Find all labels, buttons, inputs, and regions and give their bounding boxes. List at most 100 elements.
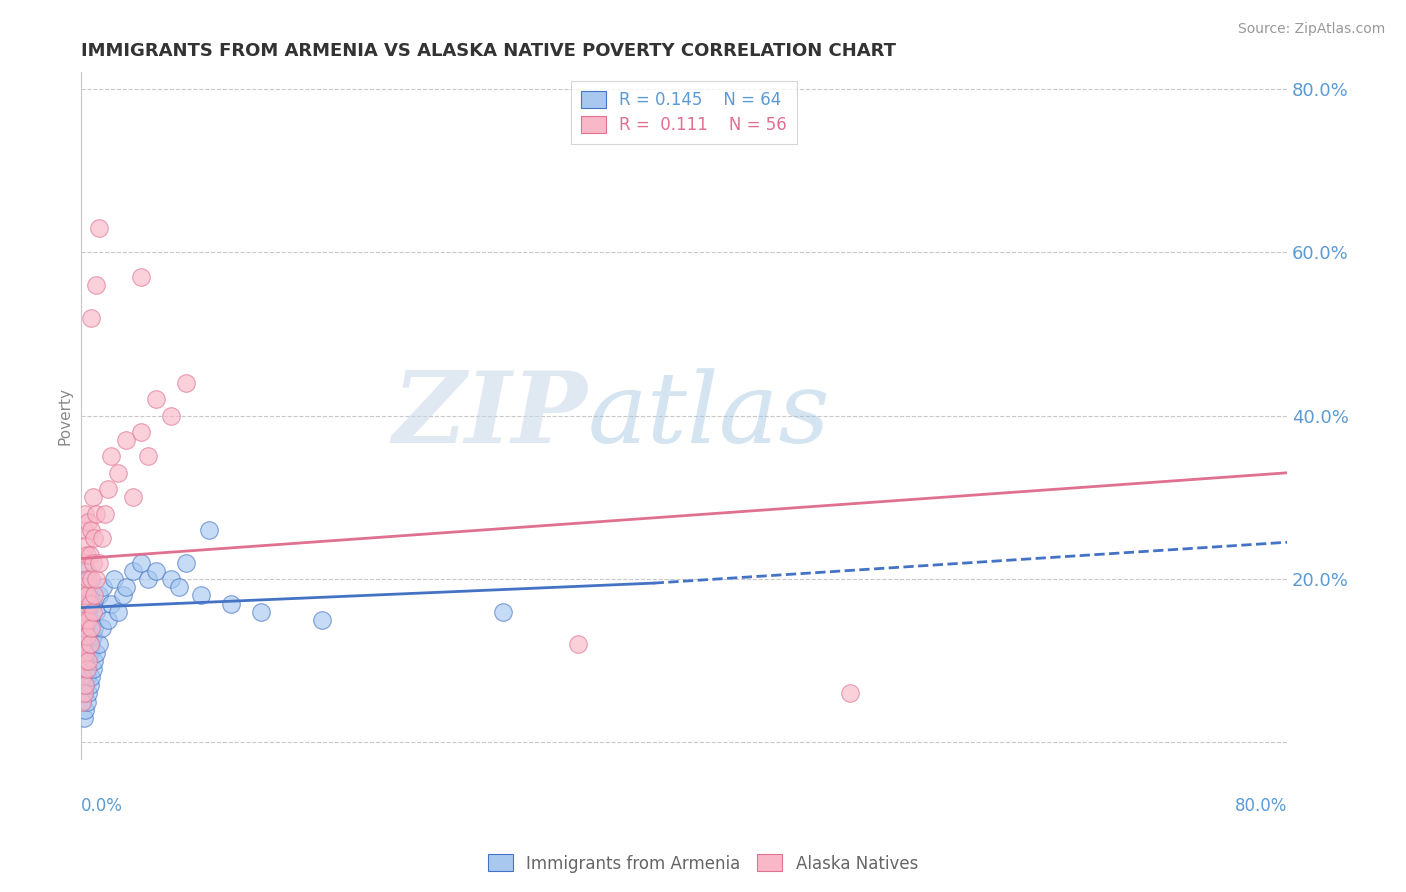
Point (72, 686, 94, 700)
Point (80, 523, 103, 537)
Y-axis label: Poverty: Poverty (58, 386, 72, 444)
Point (77, 654, 100, 668)
Point (838, 686, 860, 700)
Point (72, 654, 94, 668)
Point (82, 556, 104, 570)
Point (160, 572, 183, 586)
Point (90, 621, 112, 635)
Point (97, 613, 120, 627)
Point (72, 637, 94, 651)
Point (84, 605, 107, 619)
Point (73, 580, 96, 594)
Legend: Immigrants from Armenia, Alaska Natives: Immigrants from Armenia, Alaska Natives (481, 847, 925, 880)
Point (111, 588, 134, 602)
Point (129, 556, 152, 570)
Point (72, 621, 94, 635)
Point (79, 548, 101, 562)
Point (91, 580, 114, 594)
Point (82, 662, 104, 676)
Point (100, 597, 122, 611)
Point (73, 678, 96, 692)
Point (70, 670, 93, 684)
Point (80, 670, 103, 684)
Point (73, 703, 96, 717)
Point (76, 670, 98, 684)
Point (82, 629, 104, 643)
Point (122, 491, 145, 505)
Point (93, 507, 115, 521)
Point (76, 662, 98, 676)
Point (80, 637, 103, 651)
Point (114, 433, 136, 447)
Point (77, 613, 100, 627)
Point (80, 572, 103, 586)
Point (80, 310, 103, 325)
Point (76, 695, 98, 709)
Point (97, 482, 120, 496)
Point (83, 531, 105, 545)
Point (76, 548, 98, 562)
Text: 80.0%: 80.0% (1234, 797, 1286, 814)
Text: IMMIGRANTS FROM ARMENIA VS ALASKA NATIVE POVERTY CORRELATION CHART: IMMIGRANTS FROM ARMENIA VS ALASKA NATIVE… (80, 42, 896, 60)
Point (72, 613, 94, 627)
Point (72, 711, 94, 725)
Point (84, 646, 107, 660)
Point (87, 637, 110, 651)
Point (138, 450, 160, 464)
Point (70, 654, 93, 668)
Point (77, 515, 100, 529)
Point (174, 556, 197, 570)
Point (76, 646, 98, 660)
Point (80, 621, 103, 635)
Point (103, 572, 125, 586)
Point (73, 507, 96, 521)
Text: 0.0%: 0.0% (80, 797, 122, 814)
Point (190, 588, 212, 602)
Point (73, 613, 96, 627)
Point (84, 507, 107, 521)
Point (70, 695, 93, 709)
Point (70, 637, 93, 651)
Legend: R = 0.145    N = 64, R =  0.111    N = 56: R = 0.145 N = 64, R = 0.111 N = 56 (571, 81, 797, 144)
Point (145, 564, 167, 578)
Point (73, 678, 96, 692)
Point (76, 621, 98, 635)
Point (72, 556, 94, 570)
Point (73, 605, 96, 619)
Point (73, 572, 96, 586)
Point (70, 695, 93, 709)
Point (79, 597, 101, 611)
Point (72, 662, 94, 676)
Point (84, 277, 107, 292)
Point (221, 597, 243, 611)
Point (250, 605, 273, 619)
Point (492, 605, 515, 619)
Point (76, 588, 98, 602)
Point (79, 637, 101, 651)
Point (70, 629, 93, 643)
Point (87, 556, 110, 570)
Point (72, 597, 94, 611)
Point (167, 580, 190, 594)
Point (82, 491, 104, 505)
Point (72, 588, 94, 602)
Point (70, 605, 93, 619)
Point (83, 654, 105, 668)
Point (76, 597, 98, 611)
Point (79, 588, 101, 602)
Text: atlas: atlas (588, 368, 830, 463)
Point (138, 572, 160, 586)
Point (107, 466, 129, 480)
Point (73, 629, 96, 643)
Point (76, 564, 98, 578)
Point (77, 662, 100, 676)
Point (73, 654, 96, 668)
Point (83, 621, 105, 635)
Point (87, 220, 110, 235)
Point (76, 629, 98, 643)
Point (87, 588, 110, 602)
Point (79, 646, 101, 660)
Point (77, 580, 100, 594)
Point (160, 409, 183, 423)
Point (72, 523, 94, 537)
